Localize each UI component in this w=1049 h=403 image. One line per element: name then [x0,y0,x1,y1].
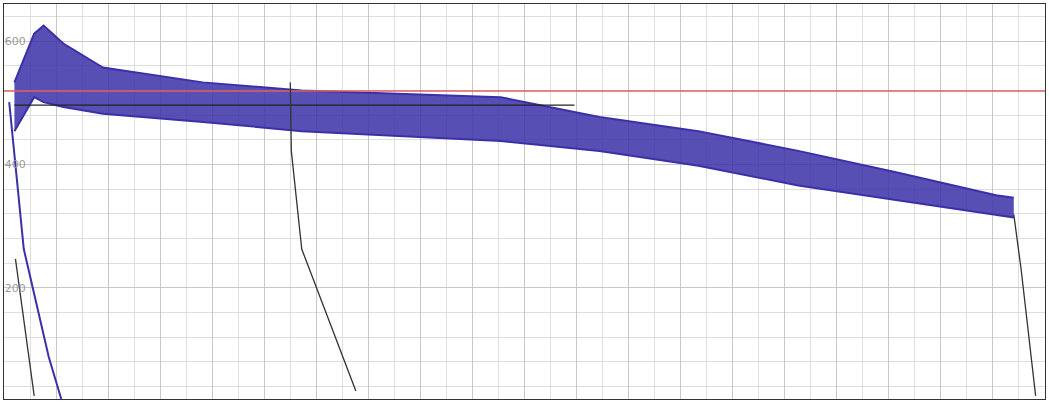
svg-text:400: 400 [5,158,26,171]
svg-text:600: 600 [5,35,26,48]
svg-text:200: 200 [5,282,26,295]
